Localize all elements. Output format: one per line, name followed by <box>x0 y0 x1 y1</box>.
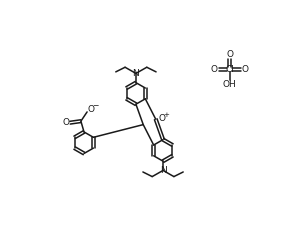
Text: N: N <box>133 69 139 78</box>
Text: O: O <box>63 118 70 127</box>
Text: OH: OH <box>223 80 237 89</box>
Text: O: O <box>226 50 233 60</box>
Text: O: O <box>158 114 165 123</box>
Text: O: O <box>88 105 94 114</box>
Text: O: O <box>211 65 218 74</box>
Text: −: − <box>92 101 98 110</box>
Text: +: + <box>163 112 169 118</box>
Text: N: N <box>160 166 167 175</box>
Text: O: O <box>242 65 249 74</box>
Text: Cl: Cl <box>225 65 234 74</box>
